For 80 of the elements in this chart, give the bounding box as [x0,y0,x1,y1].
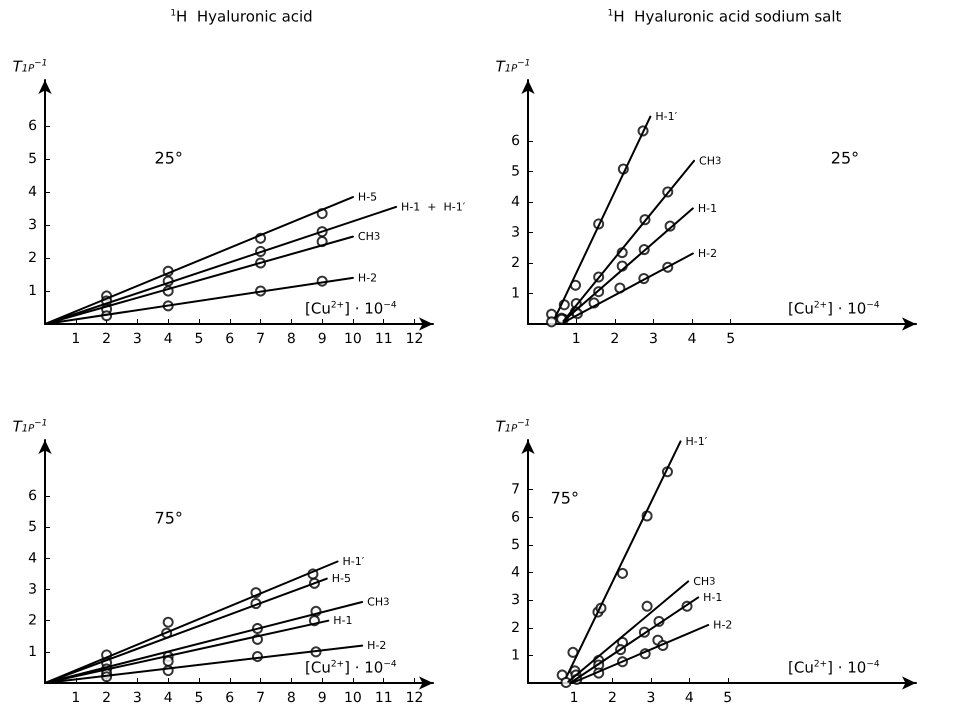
y-tick-label: 4 [28,550,38,566]
x-tick-label: 1 [71,690,80,706]
y-tick-label: 2 [511,620,520,636]
x-tick-label: 10 [344,690,362,706]
series-label: H-5 [332,572,352,586]
series-label: CH3 [693,574,716,588]
y-tick-label: 6 [28,488,38,504]
x-tick-label: 2 [102,331,112,347]
y-tick-label: 1 [28,644,37,660]
y-tick-label: 7 [511,482,520,498]
series-label: H-2 [698,247,718,260]
x-tick-label: 1 [570,690,579,706]
x-tick-label: 9 [318,690,327,706]
annotation: 75° [154,508,183,528]
y-tick-label: 1 [28,283,37,300]
y-tick-label: 6 [511,509,520,526]
y-tick-label: 4 [511,564,520,581]
series-label: CH3 [367,596,390,608]
x-tick-label: 3 [649,331,658,347]
x-tick-label: 4 [164,690,173,706]
annotation: 25° [154,148,183,168]
x-tick-label: 3 [132,331,142,347]
x-tick-label: 1 [572,331,581,347]
x-tick-label: 2 [608,690,617,706]
y-tick-label: 6 [28,118,38,134]
series-label: H-1 + H-1′ [401,200,466,214]
series-label: CH3 [699,154,722,168]
series-label: H-2 [367,639,386,652]
x-tick-label: 1 [71,331,80,347]
x-tick-label: 3 [646,690,656,706]
y-tick-label: 1 [511,286,520,302]
series-label: H-1 [333,614,353,628]
y-tick-label: 5 [511,164,520,180]
annotation: 75° [550,488,579,508]
series-label: H-1′ [686,434,708,448]
y-tick-label: 4 [511,194,520,210]
x-tick-label: 8 [286,690,296,706]
x-tick-label: 4 [164,331,173,347]
x-tick-label: 10 [344,331,362,347]
y-tick-label: 3 [28,582,37,598]
y-tick-label: 5 [511,536,520,553]
x-tick-label: 4 [688,331,697,347]
y-tick-label: 5 [28,519,37,536]
x-tick-label: 5 [723,690,732,706]
x-tick-label: 2 [610,331,620,347]
x-tick-label: 7 [256,690,266,706]
y-tick-label: 2 [28,612,37,629]
x-tick-label: 7 [256,331,266,347]
y-tick-label: 3 [28,217,37,234]
y-tick-label: 2 [511,255,520,271]
series-label: H-1 [698,202,718,215]
x-tick-label: 9 [318,331,327,347]
x-tick-label: 12 [406,331,424,347]
series-label: H-5 [358,190,378,204]
y-tick-label: 4 [28,184,38,200]
x-tick-label: 3 [132,690,142,706]
series-label: CH3 [358,230,380,244]
x-tick-label: 11 [374,690,393,706]
x-tick-label: 8 [286,331,296,347]
series-label: H-2 [358,271,378,284]
x-tick-label: 11 [374,331,393,347]
x-tick-label: 12 [406,690,424,706]
x-tick-label: 5 [194,331,204,347]
y-tick-label: 6 [511,133,520,149]
x-tick-label: 6 [225,331,234,347]
series-label: H-1′ [342,555,365,568]
y-tick-label: 3 [511,224,520,240]
y-tick-label: 3 [511,592,520,608]
x-tick-label: 5 [194,690,204,706]
y-tick-label: 2 [28,250,37,266]
x-tick-label: 5 [726,331,736,347]
y-tick-label: 5 [28,151,37,168]
series-label: H-1 [703,590,722,604]
x-tick-label: 4 [684,690,694,706]
series-label: H-2 [713,618,732,632]
y-tick-label: 1 [511,647,520,664]
annotation: 25° [830,148,860,168]
x-tick-label: 6 [225,690,234,706]
x-tick-label: 2 [102,690,112,706]
series-label: H-1′ [655,110,678,124]
